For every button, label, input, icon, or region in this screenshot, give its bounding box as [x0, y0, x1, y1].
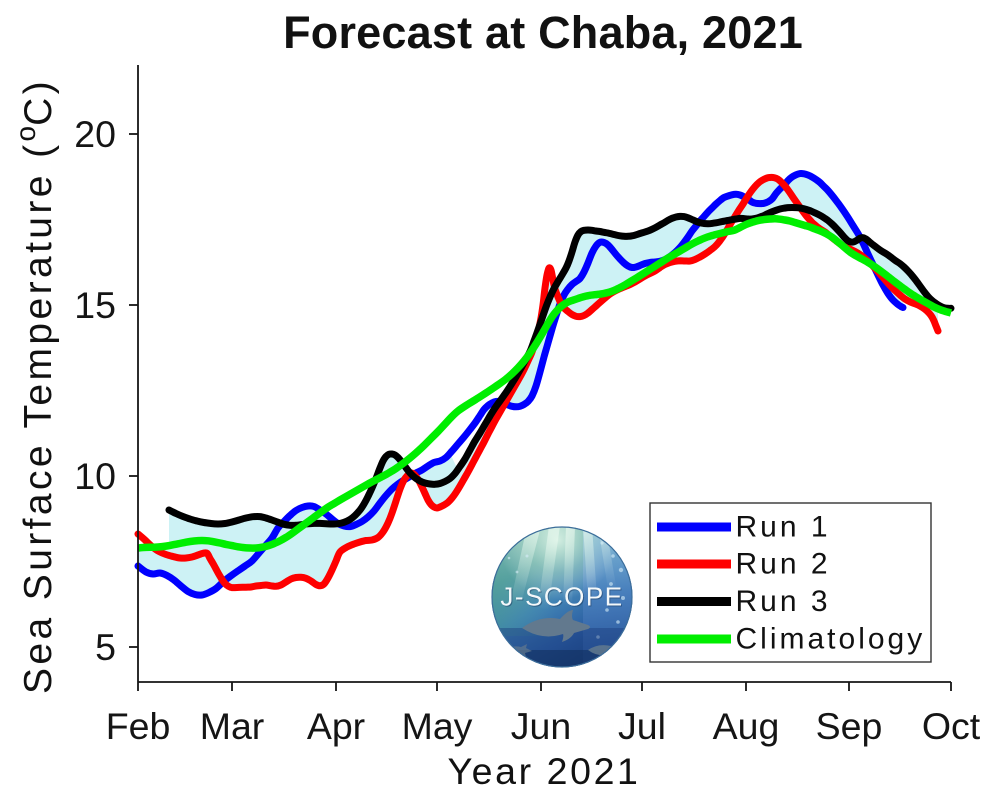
svg-text:20: 20 — [74, 113, 116, 155]
svg-text:Feb: Feb — [106, 705, 171, 747]
svg-text:Aug: Aug — [713, 705, 780, 747]
svg-text:10: 10 — [74, 455, 116, 497]
svg-text:Apr: Apr — [307, 705, 365, 747]
svg-text:Year 2021: Year 2021 — [447, 750, 640, 792]
svg-text:J-SCOPE: J-SCOPE — [500, 582, 623, 612]
svg-text:15: 15 — [74, 284, 116, 326]
svg-text:Jul: Jul — [618, 705, 666, 747]
svg-text:Run 2: Run 2 — [736, 548, 831, 581]
svg-text:Mar: Mar — [200, 705, 265, 747]
svg-text:Forecast at Chaba, 2021: Forecast at Chaba, 2021 — [283, 7, 803, 58]
svg-text:J-SCOPE: J-SCOPE — [501, 583, 624, 613]
svg-text:Climatology: Climatology — [736, 623, 926, 656]
svg-text:Oct: Oct — [922, 705, 981, 747]
svg-text:Run 1: Run 1 — [736, 511, 831, 544]
svg-text:Sep: Sep — [816, 705, 883, 747]
svg-text:Run 3: Run 3 — [736, 585, 831, 618]
svg-text:5: 5 — [95, 626, 116, 668]
svg-text:Jun: Jun — [511, 705, 571, 747]
svg-text:May: May — [402, 705, 473, 747]
svg-text:Sea Surface Temperature (oC): Sea Surface Temperature (oC) — [10, 78, 60, 694]
